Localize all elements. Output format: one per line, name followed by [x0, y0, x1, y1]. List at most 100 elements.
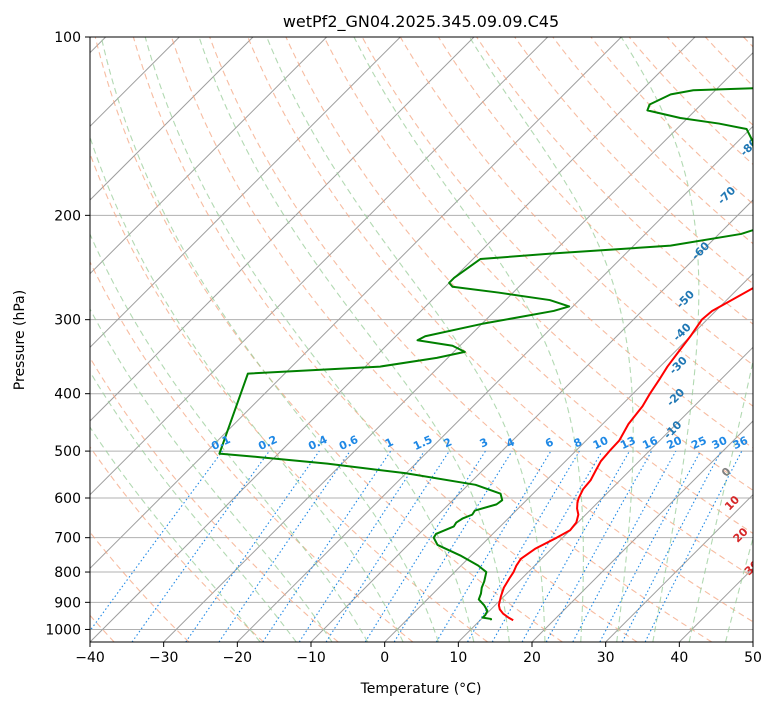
y-tick-label: 800 — [54, 565, 81, 581]
mixing-ratio-line — [491, 450, 603, 642]
dry-adiabat-line — [90, 531, 190, 642]
dry-adiabat-line — [247, 37, 753, 578]
moist-adiabat-line — [198, 37, 510, 642]
y-tick-label: 200 — [54, 208, 81, 224]
dry-adiabat-label: 20 — [731, 525, 751, 545]
isobar-grid — [90, 37, 753, 630]
x-tick-label: 50 — [744, 650, 762, 666]
isotherm-line — [310, 199, 753, 642]
mixing-ratio-label: 16 — [640, 434, 660, 452]
x-axis-label: Temperature (°C) — [360, 681, 482, 697]
mixing-ratio-label: 8 — [572, 435, 584, 450]
isotherm-line — [531, 420, 753, 642]
isotherm-line — [90, 37, 696, 642]
mixing-ratio-line — [185, 450, 320, 642]
moist-adiabat-line — [620, 37, 700, 642]
dry-adiabat-line — [361, 37, 753, 449]
moist-adiabat-label: -100 — [767, 49, 775, 78]
isotherm-line — [90, 37, 401, 349]
moist-adiabat-label: -30 — [667, 354, 690, 377]
moist-adiabat-line — [468, 37, 634, 642]
dry-adiabat-line — [514, 37, 753, 285]
moist-adiabat-label: -20 — [664, 386, 687, 409]
y-tick-label: 500 — [54, 444, 81, 460]
dry-adiabat-label: 30 — [742, 558, 762, 578]
mixing-ratio-label: 25 — [689, 434, 708, 452]
x-tick-label: 30 — [597, 650, 615, 666]
mixing-ratio-label: 0.1 — [209, 433, 232, 453]
x-tick-label: 10 — [449, 650, 467, 666]
moist-adiabat-line — [688, 358, 753, 642]
isotherm-line — [457, 346, 753, 642]
moist-adiabat-label: -80 — [738, 135, 761, 158]
moist-adiabat-line — [90, 426, 261, 642]
x-tick-label: −10 — [296, 650, 326, 666]
moist-adiabat-label: -90 — [755, 92, 775, 115]
mixing-ratio-line — [90, 450, 223, 632]
moist-adiabat-line — [725, 536, 753, 642]
y-tick-label: 600 — [54, 491, 81, 507]
mixing-ratio-line — [325, 450, 450, 642]
moist-adiabat-line — [762, 37, 775, 642]
plot-frame — [89, 36, 754, 643]
y-tick-label: 300 — [54, 313, 81, 329]
dry-adiabat-label: 10 — [722, 493, 742, 513]
x-tick-label: −40 — [75, 650, 105, 666]
x-tick-label: −30 — [149, 650, 179, 666]
dry-adiabat-label: 0 — [719, 465, 734, 480]
y-axis: 100 200 300 400 500 600 700 800 900 1000 — [45, 30, 90, 638]
y-tick-label: 700 — [54, 531, 81, 547]
dry-adiabat-label: 40 — [753, 591, 773, 611]
moist-adiabat-line — [100, 37, 439, 642]
dry-adiabat-line — [399, 37, 753, 407]
dry-adiabat-line — [90, 260, 414, 642]
isotherm-line — [752, 641, 753, 642]
dry-adiabats — [90, 37, 753, 642]
moist-adiabat-line — [353, 37, 584, 642]
moist-adiabat-label: -50 — [674, 288, 697, 311]
isotherm-line — [90, 37, 622, 570]
dry-adiabat-line — [743, 37, 753, 48]
isotherm-line — [90, 37, 254, 201]
mixing-ratio-line — [572, 450, 677, 642]
dry-adiabat-line — [476, 37, 753, 325]
y-tick-label: 900 — [54, 595, 81, 611]
isotherm-line — [90, 37, 549, 496]
mixing-ratio-label: 0.2 — [256, 433, 279, 453]
y-tick-label: 1000 — [45, 622, 81, 638]
x-tick-label: 20 — [523, 650, 541, 666]
mixing-ratio-line — [218, 450, 351, 642]
moist-adiabat-line — [90, 370, 297, 642]
dry-adiabat-line — [170, 37, 713, 642]
y-tick-label: 400 — [54, 387, 81, 403]
x-tick-label: 40 — [670, 650, 688, 666]
mixing-ratio-label: 13 — [618, 434, 637, 452]
x-axis: −40 −30 −20 −10 0 10 20 30 40 50 — [75, 642, 762, 666]
isotherm-line — [90, 37, 475, 422]
x-tick-label: 0 — [380, 650, 389, 666]
dry-adiabat-line — [132, 37, 638, 642]
temperature-line — [497, 286, 753, 622]
dry-adiabat-line — [94, 37, 563, 642]
isotherm-line — [90, 37, 328, 275]
mixing-ratio-label: 36 — [731, 434, 751, 452]
moist-adiabat-line — [90, 232, 369, 642]
mixing-ratio-label: 1.5 — [411, 433, 434, 453]
isotherm-grid — [90, 37, 753, 642]
mixing-ratio-label: 0.6 — [337, 433, 360, 453]
mixing-ratio-line — [545, 450, 653, 642]
dry-adiabat-line — [628, 37, 753, 166]
mixing-ratio-label: 30 — [710, 434, 730, 452]
dry-adiabat-line — [209, 37, 753, 623]
moist-adiabat-line — [144, 37, 475, 642]
mixing-ratio-label: 10 — [591, 434, 611, 452]
isotherm-line — [236, 125, 753, 642]
y-tick-label: 100 — [54, 30, 81, 46]
mixing-ratio-line — [262, 450, 392, 642]
isotherm-line — [605, 493, 753, 642]
moist-adiabat-line — [90, 307, 333, 642]
dry-adiabat-line — [437, 37, 753, 366]
